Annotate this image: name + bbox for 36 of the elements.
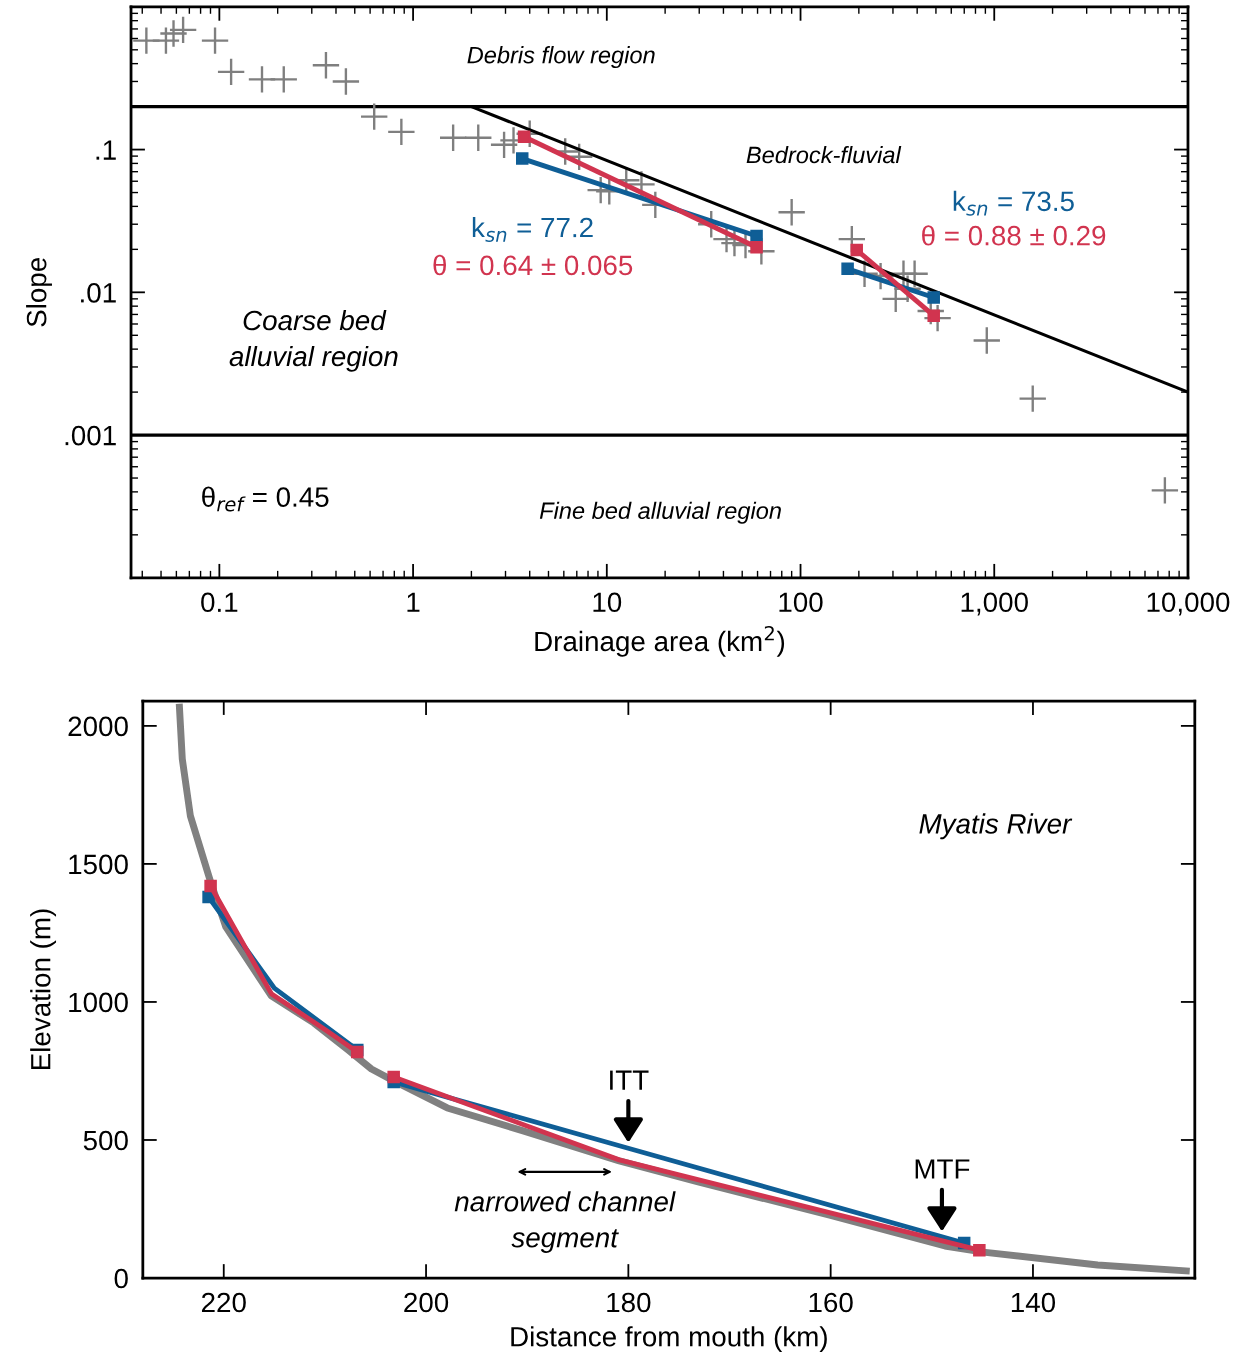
text: θ = 0.64 ± 0.065 bbox=[433, 254, 633, 276]
y-tick-label: .1 bbox=[96, 140, 116, 160]
annotation: Fine bed alluvial region bbox=[539, 501, 781, 524]
x-tick-label: 1,000 bbox=[961, 592, 1028, 616]
annotation: Coarse bed alluvial region bbox=[229, 309, 398, 372]
annotation: MTF bbox=[915, 1159, 970, 1179]
x-tick-label: 220 bbox=[201, 1292, 246, 1313]
text: k$_{sn}$ = 73.5 bbox=[953, 190, 1074, 216]
x-tick-label: 180 bbox=[607, 1292, 651, 1313]
x-axis-title: Distance from mouth (km) bbox=[511, 1326, 827, 1353]
x-tick-label: 100 bbox=[779, 592, 823, 613]
y-axis-title: Elevation (m) bbox=[30, 909, 57, 1070]
series-label: k$_{sn}$ = 77.2 bbox=[472, 216, 593, 242]
annotation: Bedrock-fluvial bbox=[746, 145, 902, 164]
series-label: θ = 0.88 ± 0.29 bbox=[922, 225, 1106, 246]
annotation: Debris flow region bbox=[467, 46, 655, 69]
y-tick-label: .01 bbox=[81, 282, 116, 303]
x-tick-label: 10 bbox=[593, 592, 622, 613]
x-tick-label: 140 bbox=[1011, 1292, 1056, 1313]
x-axis-title: Drainage area (km$^{2}$) bbox=[535, 625, 785, 657]
annotation: Myatis River bbox=[919, 813, 1073, 840]
y-tick-label: 1500 bbox=[69, 854, 128, 875]
y-tick-label: 2000 bbox=[68, 716, 128, 737]
y-tick-label: 0 bbox=[114, 1268, 128, 1289]
y-tick-label: 500 bbox=[83, 1130, 128, 1151]
annotation: θ$_{ref}$ = 0.45 bbox=[202, 486, 329, 512]
annotation: ITT bbox=[610, 1070, 649, 1090]
x-tick-label: 200 bbox=[404, 1292, 449, 1313]
y-tick-label: 1000 bbox=[69, 992, 128, 1013]
x-tick-label: 0.1 bbox=[201, 592, 238, 613]
x-tick-label: 10,000 bbox=[1147, 592, 1230, 616]
y-axis-title: Slope bbox=[26, 258, 52, 327]
y-tick-label: .001 bbox=[65, 425, 116, 446]
annotation: narrowed channel segment bbox=[454, 1191, 676, 1253]
x-tick-label: 1 bbox=[407, 592, 420, 612]
x-tick-label: 160 bbox=[809, 1292, 853, 1313]
